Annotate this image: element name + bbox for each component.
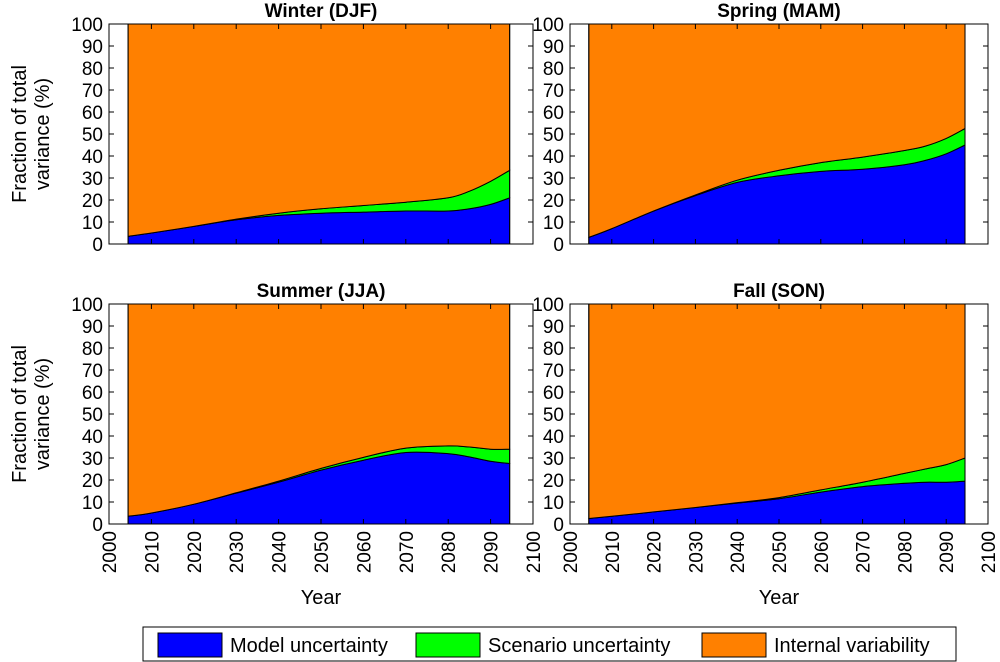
x-tick-label: 2100 (524, 531, 545, 573)
y-tick-label: 0 (92, 235, 103, 256)
y-tick-label: 40 (82, 427, 103, 448)
panel-title: Winter (DJF) (265, 1, 378, 22)
y-tick-label: 10 (543, 213, 564, 234)
y-tick-label: 60 (543, 103, 564, 124)
y-tick-label: 90 (82, 37, 103, 58)
y-tick-label: 30 (543, 169, 564, 190)
legend-label-model: Model uncertainty (230, 635, 388, 657)
y-tick-label: 20 (543, 471, 564, 492)
panel-title: Summer (JJA) (257, 281, 386, 302)
y-tick-label: 80 (82, 59, 103, 80)
x-tick-label: 2070 (397, 531, 418, 573)
y-tick-label: 10 (82, 213, 103, 234)
y-tick-label: 70 (82, 361, 103, 382)
y-tick-label: 40 (543, 147, 564, 168)
legend-swatch-internal (701, 632, 767, 658)
y-tick-label: 80 (543, 339, 564, 360)
x-tick-label: 2080 (439, 531, 460, 573)
x-tick-label: 2050 (770, 531, 791, 573)
x-tick-label: 2090 (937, 531, 958, 573)
x-axis-label: Year (301, 587, 342, 609)
x-tick-label: 2080 (895, 531, 916, 573)
panel-title: Fall (SON) (733, 281, 825, 302)
y-tick-label: 100 (71, 295, 103, 316)
y-tick-label: 0 (553, 515, 564, 536)
y-tick-label: 90 (82, 317, 103, 338)
y-axis-label: Fraction of totalvariance (%) (9, 345, 54, 483)
y-tick-label: 50 (543, 405, 564, 426)
y-tick-label: 70 (543, 81, 564, 102)
x-tick-label: 2050 (312, 531, 333, 573)
y-tick-label: 10 (543, 493, 564, 514)
x-tick-label: 2040 (270, 531, 291, 573)
x-tick-label: 2030 (227, 531, 248, 573)
x-tick-label: 2020 (185, 531, 206, 573)
y-tick-label: 0 (92, 515, 103, 536)
y-tick-label: 70 (82, 81, 103, 102)
y-tick-label: 10 (82, 493, 103, 514)
y-tick-label: 70 (543, 361, 564, 382)
y-tick-label: 80 (82, 339, 103, 360)
y-tick-label: 90 (543, 37, 564, 58)
legend: Model uncertainty Scenario uncertainty I… (142, 626, 957, 662)
y-tick-label: 40 (543, 427, 564, 448)
y-tick-label: 60 (82, 383, 103, 404)
y-tick-label: 50 (82, 125, 103, 146)
y-tick-label: 100 (71, 15, 103, 36)
y-tick-label: 90 (543, 317, 564, 338)
legend-label-scenario: Scenario uncertainty (488, 635, 670, 657)
x-tick-label: 2060 (354, 531, 375, 573)
y-tick-label: 50 (82, 405, 103, 426)
y-tick-label: 30 (82, 169, 103, 190)
x-tick-label: 2100 (979, 531, 1000, 573)
x-tick-label: 2000 (561, 531, 582, 573)
x-axis-label: Year (759, 587, 800, 609)
y-axis-label: Fraction of totalvariance (%) (9, 65, 54, 203)
legend-label-internal: Internal variability (774, 635, 930, 657)
x-tick-label: 2000 (100, 531, 121, 573)
y-tick-label: 100 (532, 15, 564, 36)
panel-title: Spring (MAM) (717, 1, 840, 22)
y-tick-label: 60 (82, 103, 103, 124)
x-tick-label: 2090 (482, 531, 503, 573)
x-tick-label: 2070 (854, 531, 875, 573)
x-tick-label: 2020 (645, 531, 666, 573)
y-tick-label: 20 (543, 191, 564, 212)
y-tick-label: 60 (543, 383, 564, 404)
y-tick-label: 40 (82, 147, 103, 168)
legend-box (142, 626, 957, 662)
y-tick-label: 100 (532, 295, 564, 316)
x-tick-label: 2010 (603, 531, 624, 573)
y-tick-label: 30 (82, 449, 103, 470)
x-tick-label: 2030 (686, 531, 707, 573)
y-tick-label: 80 (543, 59, 564, 80)
y-tick-label: 20 (82, 471, 103, 492)
y-tick-label: 20 (82, 191, 103, 212)
y-tick-label: 50 (543, 125, 564, 146)
legend-swatch-model (157, 632, 223, 658)
y-tick-label: 30 (543, 449, 564, 470)
y-tick-label: 0 (553, 235, 564, 256)
x-tick-label: 2060 (812, 531, 833, 573)
x-tick-label: 2010 (142, 531, 163, 573)
legend-swatch-scenario (415, 632, 481, 658)
x-tick-label: 2040 (728, 531, 749, 573)
